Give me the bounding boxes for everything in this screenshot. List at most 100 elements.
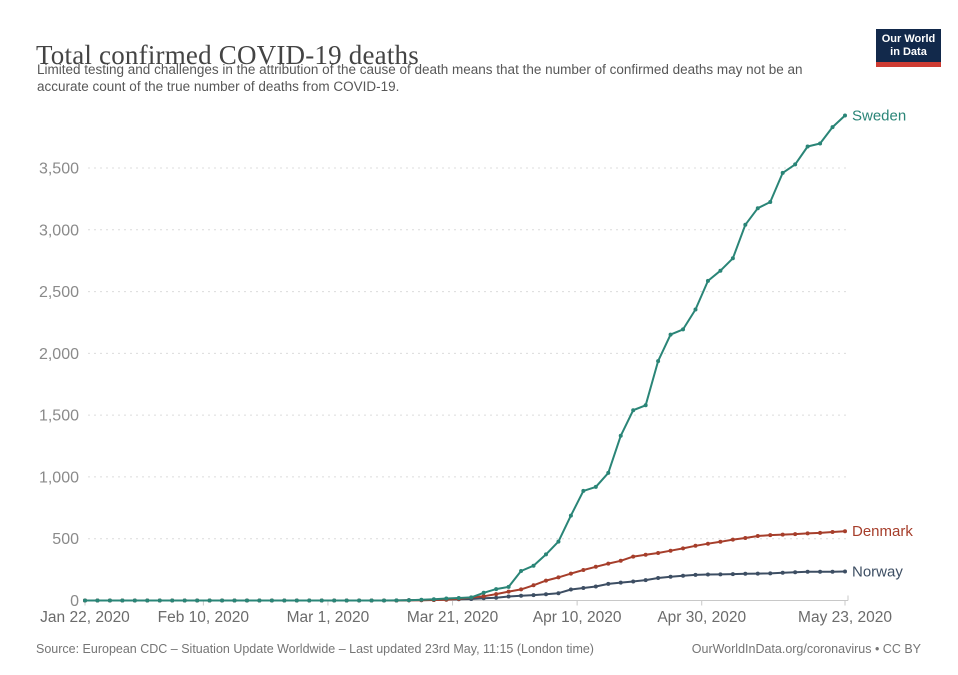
series-point-denmark [755,534,760,538]
series-point-sweden [481,590,486,595]
series-point-norway [793,570,798,575]
series-point-sweden [843,113,847,118]
series-point-sweden [768,200,773,204]
owid-logo-text: Our World in Data [876,29,941,62]
source-note: Source: European CDC – Situation Update … [36,642,594,656]
series-point-sweden [631,408,636,413]
series-point-norway [681,573,686,578]
series-point-sweden [444,596,449,601]
series-label-norway: Norway [852,563,903,580]
series-point-sweden [220,598,225,603]
series-point-denmark [494,592,499,597]
series-point-sweden [606,470,611,475]
y-tick-label: 1,500 [39,408,79,425]
series-label-sweden: Sweden [852,107,906,124]
chart-title: Total confirmed COVID-19 deaths [36,40,419,71]
series-point-norway [668,574,673,579]
y-tick-label: 3,500 [39,161,79,178]
series-point-denmark [618,558,623,563]
x-tick-label: Feb 10, 2020 [158,609,250,626]
series-point-sweden [157,598,162,603]
series-point-denmark [718,539,723,544]
series-point-sweden [83,598,87,603]
series-point-sweden [257,598,262,603]
series-point-denmark [730,537,735,542]
series-point-denmark [656,551,661,555]
series-point-norway [656,576,661,580]
series-point-sweden [294,598,299,603]
series-point-norway [556,591,561,596]
series-point-sweden [656,359,661,364]
x-tick-label: Apr 10, 2020 [533,609,622,626]
series-point-sweden [319,598,324,603]
owid-logo: Our World in Data [876,29,941,67]
series-point-denmark [843,529,847,534]
series-point-denmark [643,552,648,557]
attribution-link[interactable]: OurWorldInData.org/coronavirus • CC BY [691,642,921,656]
series-label-denmark: Denmark [852,523,913,540]
series-point-sweden [307,598,312,603]
series-point-sweden [419,597,424,602]
series-point-norway [519,593,524,598]
series-point-norway [718,572,723,577]
series-point-sweden [456,596,461,600]
x-tick-label: Mar 1, 2020 [287,609,370,626]
series-point-norway [743,571,748,576]
series-point-norway [780,570,785,575]
series-point-sweden [107,598,112,603]
series-point-norway [755,571,760,576]
series-point-denmark [693,543,698,548]
series-point-denmark [568,571,573,576]
chart-subtitle: Limited testing and challenges in the at… [37,62,803,94]
series-point-sweden [519,569,524,573]
y-tick-label: 0 [70,593,79,610]
series-point-sweden [830,125,835,130]
series-point-norway [693,572,698,577]
series-point-sweden [593,484,598,489]
series-point-sweden [818,141,823,146]
series-point-norway [768,571,773,576]
series-point-denmark [705,541,710,546]
series-point-denmark [506,589,511,594]
series-point-sweden [556,539,561,544]
series-point-norway [606,581,611,586]
series-point-sweden [494,587,499,592]
series-point-sweden [793,162,798,167]
series-point-denmark [818,530,823,535]
series-line-sweden [85,114,846,602]
series-point-norway [730,572,735,577]
series-point-denmark [606,561,611,566]
x-tick-label: Jan 22, 2020 [40,609,130,626]
series-point-sweden [195,598,200,603]
series-point-sweden [382,598,387,603]
series-point-sweden [730,256,735,261]
series-point-sweden [581,488,586,493]
series-point-sweden [232,598,237,603]
series-point-denmark [743,536,748,540]
y-tick-label: 2,000 [39,346,79,363]
series-point-denmark [668,548,673,553]
series-point-denmark [519,587,524,592]
owid-logo-line1: Our World [881,33,936,45]
series-point-sweden [344,598,349,603]
series-point-denmark [780,532,785,537]
series-point-sweden [755,206,760,211]
series-point-denmark [681,546,686,551]
series-point-denmark [581,568,586,572]
x-tick-label: Apr 30, 2020 [657,609,746,626]
series-point-denmark [543,578,548,583]
series-point-sweden [531,563,536,568]
series-point-norway [618,580,623,585]
series-point-denmark [805,531,810,536]
series-point-sweden [618,433,623,438]
series-point-sweden [244,598,249,603]
y-tick-label: 500 [52,531,79,548]
series-point-sweden [406,598,411,603]
series-point-norway [705,572,710,577]
series-line-denmark [85,530,846,602]
series-point-sweden [643,403,648,408]
owid-logo-stripe [876,62,941,67]
series-point-sweden [170,598,175,603]
series-point-sweden [332,598,337,603]
